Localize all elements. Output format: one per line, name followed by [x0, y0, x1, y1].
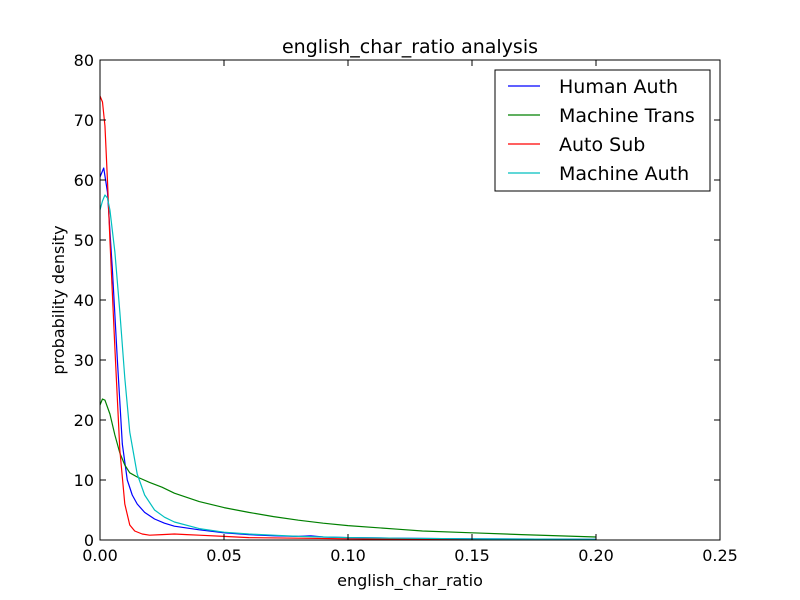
x-tick-label: 0.00 — [82, 546, 118, 565]
x-tick-label: 0.15 — [454, 546, 490, 565]
y-tick-label: 10 — [74, 471, 94, 490]
series-line-machine-trans — [100, 398, 597, 538]
legend-label-human-auth: Human Auth — [559, 76, 678, 98]
y-tick-label: 20 — [74, 411, 94, 430]
chart-title: english_char_ratio analysis — [282, 36, 538, 58]
y-tick-label: 50 — [74, 231, 94, 250]
y-tick-label: 60 — [74, 171, 94, 190]
y-tick-label: 80 — [74, 51, 94, 70]
y-tick-label: 40 — [74, 291, 94, 310]
series-line-auto-sub — [100, 95, 597, 540]
y-tick-label: 70 — [74, 111, 94, 130]
x-tick-label: 0.05 — [206, 546, 242, 565]
x-tick-label: 0.25 — [702, 546, 738, 565]
x-tick-label: 0.10 — [330, 546, 366, 565]
y-axis-label: probability density — [49, 225, 68, 374]
y-tick-label: 30 — [74, 351, 94, 370]
legend-label-machine-auth: Machine Auth — [559, 163, 689, 185]
y-tick-label: 0 — [84, 531, 94, 550]
legend-box — [494, 69, 711, 192]
x-axis-label: english_char_ratio — [337, 571, 483, 591]
x-tick-label: 0.20 — [578, 546, 614, 565]
legend: Human Auth Machine Trans Auto Sub Machine A… — [494, 69, 711, 192]
legend-label-machine-trans: Machine Trans — [559, 105, 695, 127]
series-line-machine-auth — [100, 194, 597, 540]
legend-label-auto-sub: Auto Sub — [559, 134, 645, 156]
